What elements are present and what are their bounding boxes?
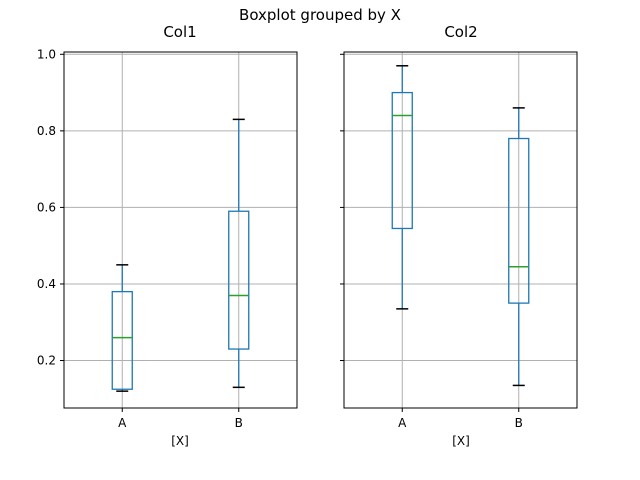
subplot-title-col2: Col2: [444, 23, 478, 41]
y-tick-label: 0.2: [37, 354, 56, 368]
x-tick-label: A: [398, 416, 407, 430]
y-tick-label: 0.6: [37, 200, 56, 214]
y-tick-label: 1.0: [37, 47, 56, 61]
figure-title: Boxplot grouped by X: [239, 6, 401, 24]
box: [391, 91, 413, 230]
box: [111, 290, 133, 390]
y-tick-label: 0.4: [37, 277, 56, 291]
box: [508, 137, 530, 304]
xlabel-col1: [X]: [171, 434, 189, 448]
axes-frame: [63, 51, 298, 409]
axes-frame: [343, 51, 578, 409]
y-tick-label: 0.8: [37, 124, 56, 138]
x-tick-label: B: [515, 416, 523, 430]
box: [228, 210, 250, 350]
xlabel-col2: [X]: [452, 434, 470, 448]
subplot-title-col1: Col1: [163, 23, 197, 41]
x-tick-label: B: [235, 416, 243, 430]
x-tick-label: A: [118, 416, 127, 430]
